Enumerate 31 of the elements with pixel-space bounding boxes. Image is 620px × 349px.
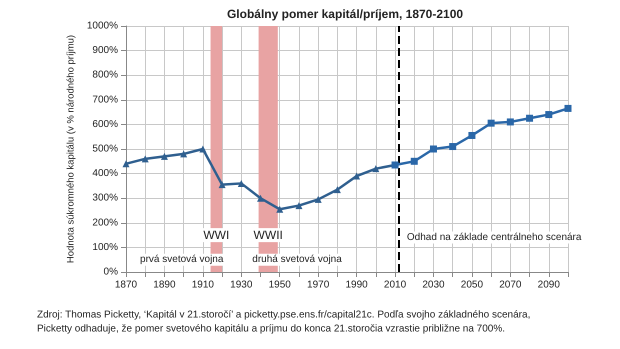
x-tick-label: 1870 (114, 280, 138, 290)
x-tick-label: 1950 (268, 280, 292, 290)
x-tick-label: 2030 (422, 280, 446, 290)
annotation: druhá svetová vojna (252, 254, 342, 266)
x-tick-label: 1970 (307, 280, 330, 290)
x-tick-label: 1990 (345, 280, 368, 290)
y-tick-label: 400% (92, 168, 118, 180)
y-tick-label: 600% (92, 118, 118, 130)
y-tick-label: 300% (92, 192, 118, 204)
y-tick-label: 200% (92, 217, 118, 228)
x-tick-label: 1930 (230, 280, 253, 290)
y-tick-label: 1000% (86, 20, 118, 32)
x-tick-label: 2010 (384, 280, 407, 290)
y-tick-label: 0% (104, 266, 118, 278)
x-tick-label: 1890 (153, 280, 176, 290)
x-tick-label: 2090 (538, 280, 560, 290)
annotation: prvá svetová vojna (140, 254, 224, 266)
band-label: WWI (203, 228, 230, 242)
y-tick-label: 700% (92, 94, 118, 106)
x-tick-label: 2070 (499, 280, 522, 290)
y-tick-label: 900% (92, 45, 118, 56)
chart-title: Globálny pomer kapitál/príjem, 1870-2100 (226, 7, 464, 21)
y-tick-label: 100% (92, 242, 118, 253)
x-tick-label: 2050 (460, 280, 484, 290)
text: Zdroj: Thomas Picketty, ‘Kapitál v 21.storočí’ a picketty.pse.ens.fr/capital21c. Podľa svojho základného scenára, Picketty odhaduje, že pomer svetového kapitálu a príjmu do konca 21.storočia vzrastie približne na 700%. (37, 310, 534, 334)
x-tick-label: 1910 (192, 280, 214, 290)
y-axis-title: Hodnota súkromného kapitálu (v % národného príjmu) (65, 34, 76, 264)
ref-line-label: Odhad na základe centrálneho scenára (406, 232, 582, 244)
band-label: WWII (254, 228, 283, 242)
y-tick-label: 500% (92, 144, 118, 154)
y-tick-label: 800% (92, 70, 118, 81)
